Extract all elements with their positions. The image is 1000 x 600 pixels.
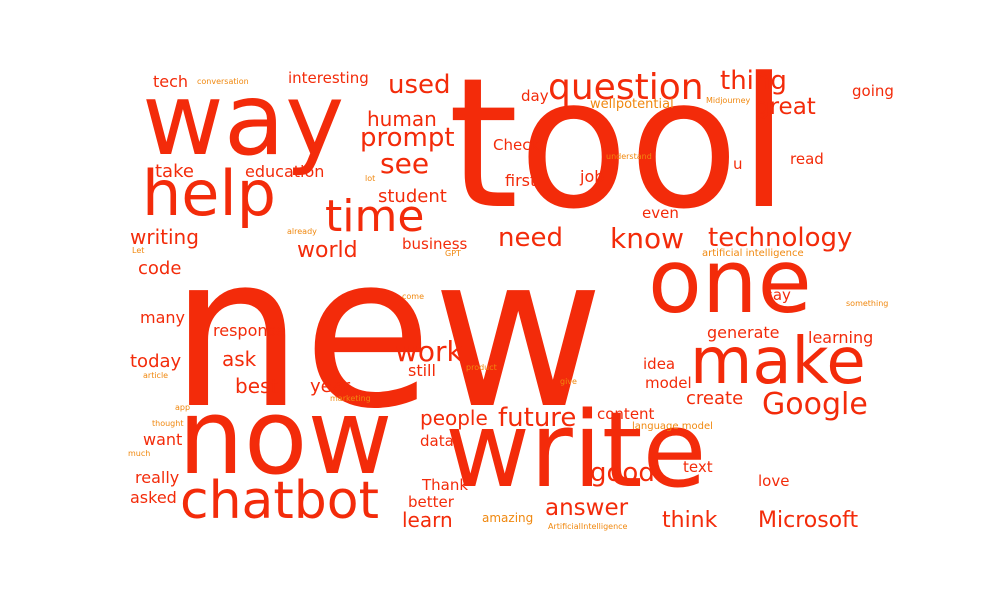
cloud-word-prompt: prompt	[360, 123, 455, 153]
cloud-word-marketing: marketing	[330, 394, 371, 403]
cloud-word-google: Google	[762, 387, 868, 422]
cloud-word-even: even	[642, 204, 679, 222]
cloud-word-world: world	[297, 238, 358, 263]
cloud-word-want: want	[143, 430, 183, 449]
cloud-word-learning: learning	[808, 328, 874, 347]
cloud-word-time: time	[325, 191, 425, 242]
cloud-word-really: really	[135, 468, 180, 487]
cloud-word-thing: thing	[720, 66, 787, 96]
cloud-word-new: new	[170, 210, 605, 455]
cloud-word-lot: lot	[365, 174, 376, 183]
cloud-word-u: u	[733, 155, 743, 173]
cloud-word-great: great	[755, 94, 816, 120]
cloud-word-day: day	[521, 87, 549, 105]
cloud-word-help: help	[142, 157, 277, 230]
cloud-word-education: education	[245, 162, 325, 181]
cloud-word-amazing: amazing	[482, 511, 534, 525]
cloud-word-many: many	[140, 308, 185, 327]
cloud-word-love: love	[758, 472, 790, 490]
cloud-word-gpt: GPT	[445, 249, 461, 258]
cloud-word-going: going	[852, 82, 894, 100]
cloud-word-conversation: conversation	[197, 77, 249, 86]
cloud-word-good: good	[590, 458, 655, 488]
cloud-word-one: one	[648, 230, 812, 333]
cloud-word-article: article	[143, 371, 169, 380]
cloud-word-thought: thought	[152, 419, 184, 428]
cloud-word-write: write	[445, 389, 707, 511]
cloud-word-technology: technology	[708, 223, 853, 253]
cloud-word-check: Check	[493, 136, 540, 154]
cloud-word-artificial-intelligence: artificial intelligence	[702, 248, 804, 259]
cloud-word-read: read	[790, 150, 824, 168]
cloud-word-think: think	[662, 508, 718, 533]
cloud-word-ask: ask	[222, 347, 257, 371]
cloud-word-question: question	[548, 67, 704, 108]
cloud-word-say: say	[765, 286, 791, 304]
cloud-word-chatbot: chatbot	[180, 471, 380, 531]
cloud-word-work: work	[395, 335, 463, 368]
cloud-word-know: know	[610, 222, 684, 255]
cloud-word-answer: answer	[545, 495, 629, 521]
cloud-word-language-model: language model	[632, 421, 713, 432]
cloud-word-code: code	[138, 258, 182, 279]
cloud-word-used: used	[388, 70, 451, 100]
cloud-word-response: response	[213, 321, 286, 340]
cloud-word-product: product	[466, 363, 497, 372]
cloud-word-people: people	[420, 406, 488, 430]
cloud-word-need: need	[498, 223, 563, 253]
cloud-word-year: year	[310, 376, 351, 397]
cloud-word-asked: asked	[130, 488, 177, 507]
cloud-word-content: content	[597, 405, 655, 423]
cloud-word-come: come	[402, 292, 425, 301]
cloud-word-interesting: interesting	[288, 69, 369, 87]
cloud-word-midjourney: Midjourney	[706, 96, 751, 105]
cloud-word-generate: generate	[707, 323, 780, 342]
cloud-word-text: text	[683, 458, 713, 476]
cloud-word-model: model	[645, 374, 692, 392]
cloud-word-job: job	[580, 167, 605, 186]
cloud-word-create: create	[686, 388, 744, 409]
cloud-word-something: something	[846, 299, 889, 308]
cloud-word-first: first	[505, 171, 537, 190]
cloud-word-much: much	[128, 449, 151, 458]
cloud-word-give: give	[560, 377, 577, 386]
cloud-word-see: see	[380, 147, 430, 180]
cloud-word-better: better	[408, 493, 454, 511]
cloud-word-business: business	[402, 235, 468, 253]
cloud-word-writing: writing	[130, 225, 199, 249]
cloud-word-learn: learn	[402, 508, 453, 532]
cloud-word-best: best	[235, 374, 279, 398]
cloud-word-let: Let	[132, 246, 145, 255]
cloud-word-app: app	[175, 403, 191, 412]
cloud-word-tool: tool	[448, 40, 789, 249]
cloud-word-way: way	[142, 61, 345, 178]
cloud-word-student: student	[378, 186, 447, 207]
cloud-word-future: future	[498, 403, 577, 433]
cloud-word-already: already	[287, 227, 317, 236]
cloud-word-idea: idea	[643, 355, 676, 373]
cloud-word-microsoft: Microsoft	[758, 508, 859, 533]
cloud-word-today: today	[130, 351, 182, 372]
cloud-word-understand: understand	[606, 152, 652, 161]
cloud-word-make: make	[690, 325, 866, 399]
cloud-word-artificialintelligence: ArtificialIntelligence	[548, 522, 628, 531]
cloud-word-wellpotential: wellpotential	[590, 97, 674, 112]
cloud-word-data: data	[420, 432, 454, 450]
cloud-word-now: now	[178, 376, 393, 498]
cloud-word-take: take	[155, 161, 194, 182]
cloud-word-tech: tech	[153, 72, 189, 91]
cloud-word-still: still	[408, 361, 436, 380]
cloud-word-human: human	[367, 107, 437, 131]
cloud-word-thank: Thank	[422, 476, 469, 494]
